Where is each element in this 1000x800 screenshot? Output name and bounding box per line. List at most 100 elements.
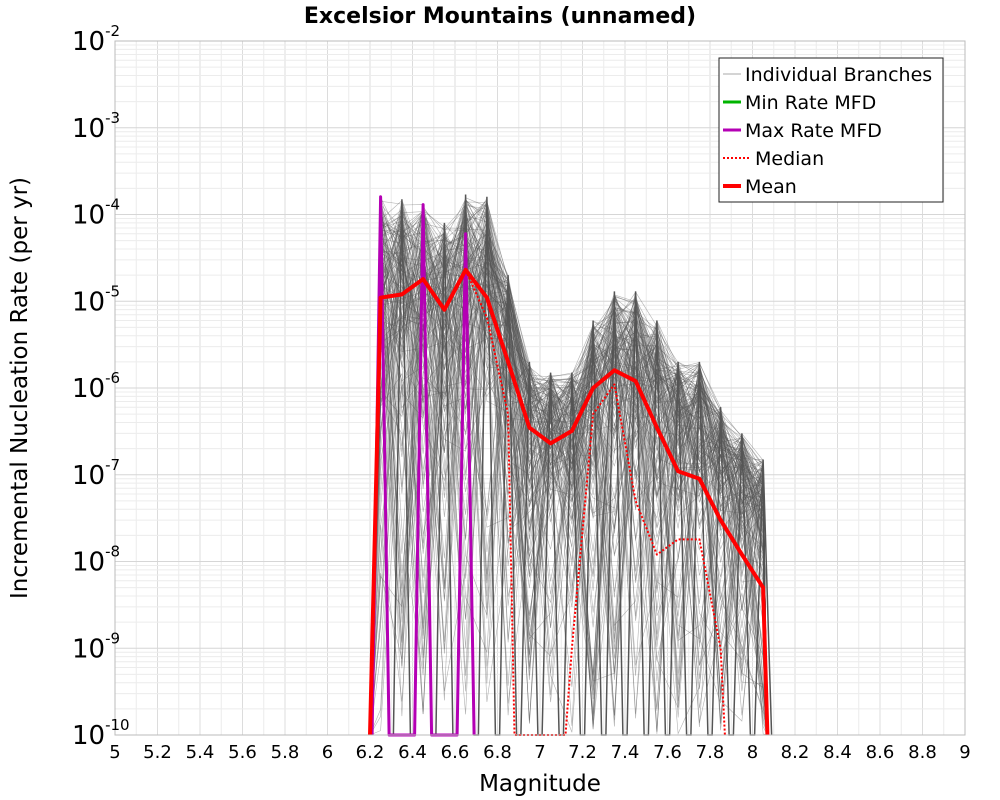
legend-label: Mean [745,176,797,198]
x-tick-label: 5.4 [186,742,215,763]
branch-line [369,204,768,736]
branch-line [369,215,768,736]
branch-line [369,241,768,736]
branch-line [369,226,768,736]
branch-line [369,206,768,736]
x-tick-label: 5.8 [271,742,300,763]
branch-line [369,199,768,736]
branch-line [369,197,768,736]
branch-line [369,240,768,736]
chart-title: Excelsior Mountains (unnamed) [304,4,696,29]
branch-line [369,198,768,736]
x-tick-label: 7.2 [568,742,597,763]
branch-line [369,206,768,736]
branch-line [369,206,768,736]
x-tick-label: 6.8 [483,742,512,763]
legend-label: Max Rate MFD [745,120,882,142]
legend-label: Individual Branches [745,64,932,86]
branch-line [369,201,768,736]
branch-line [369,223,768,736]
branch-line [369,199,768,736]
branch-line [369,216,768,736]
branch-line [369,215,768,736]
branch-line [369,213,768,736]
y-tick-label: 10-5 [72,282,120,317]
branch-line [369,262,768,736]
branch-line [369,278,768,736]
branch-line [369,233,768,736]
y-tick-label: 10-7 [72,456,120,491]
x-tick-label: 5 [109,742,120,763]
x-tick-label: 7.4 [611,742,640,763]
branch-line [369,219,768,736]
branch-line [369,214,768,736]
branch-line [369,231,768,736]
branch-line [369,199,768,736]
branch-line [369,203,768,736]
branch-line [369,270,768,736]
branch-line [369,210,768,736]
branch-line [369,207,768,736]
plot-frame [114,40,966,736]
branch-line [369,209,768,736]
branch-line [369,219,768,736]
branch-line [369,202,768,736]
legend-label: Min Rate MFD [745,92,876,114]
x-tick-label: 5.6 [228,742,257,763]
branch-line [369,203,768,736]
branch-line [369,207,768,736]
branch-line [369,209,768,736]
branch-line [369,200,768,736]
branch-line [369,197,768,736]
branch-line [369,231,768,736]
branch-line [369,235,768,736]
branch-line [369,226,768,736]
branch-line [369,197,768,736]
branch-line [369,238,768,736]
branch-line [369,213,768,736]
branch-line [369,230,768,736]
individual-branches [369,194,773,736]
x-tick-label: 6.4 [398,742,427,763]
x-axis-ticks: 5 5.2 5.4 5.6 5.8 6 6.2 6.4 6.6 6.8 7 7.2 7.4 7.6 7.8 8… [109,742,970,763]
y-tick-label: 10-6 [72,369,120,404]
branch-line [369,252,768,736]
branch-line [369,198,768,736]
branch-line [369,203,768,736]
branch-line [369,212,768,736]
branch-line [369,233,768,736]
x-tick-label: 7.6 [653,742,682,763]
branch-line [369,251,768,736]
branch-line [369,207,768,736]
branch-line [369,209,768,736]
y-tick-label: 10-10 [72,716,130,751]
legend: Individual Branches Min Rate MFD Max Rate … [718,57,944,203]
branch-line [369,221,768,736]
grid [114,41,966,736]
branch-line [369,210,768,736]
branch-line [369,219,768,736]
y-tick-label: 10-8 [72,543,120,578]
branch-line [369,204,768,736]
branch-line [369,220,768,736]
branch-line [369,200,768,736]
branch-line [369,220,768,736]
branch-line [369,246,768,736]
branch-line [369,205,768,736]
branch-line [369,220,768,736]
branch-line [369,273,768,736]
branch-line [369,214,768,736]
legend-box [718,57,944,203]
legend-label: Median [755,148,824,170]
branch-line [369,210,768,736]
branch-line [369,256,768,736]
branch-line [369,210,768,736]
branch-line [369,228,768,736]
branch-line [369,218,768,736]
x-tick-label: 6 [322,742,333,763]
branch-line [369,208,768,736]
branch-line [369,251,768,736]
branch-line [369,220,768,736]
branch-line [369,237,768,736]
